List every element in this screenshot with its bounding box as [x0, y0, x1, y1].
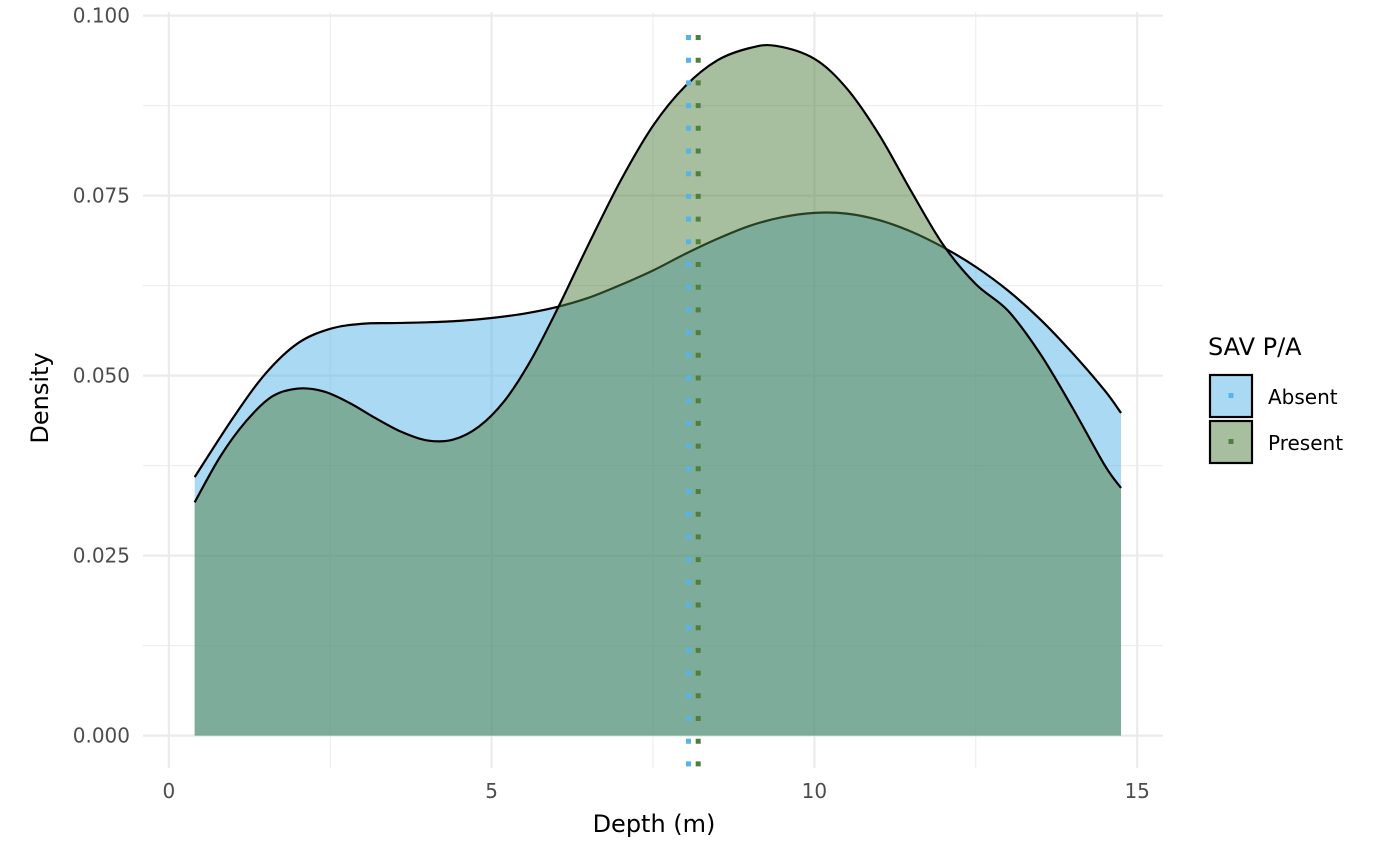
x-tick-label: 5 — [485, 779, 498, 803]
legend-key-present — [1208, 419, 1254, 465]
density-area-present — [194, 45, 1122, 736]
y-tick-label: 0.000 — [73, 724, 130, 748]
x-tick-label: 15 — [1124, 779, 1149, 803]
legend-label-present: Present — [1268, 431, 1343, 455]
x-tick-label: 10 — [802, 779, 827, 803]
legend-item-present: Present — [1208, 419, 1343, 465]
legend-item-absent: Absent — [1208, 373, 1338, 419]
x-tick-label: 0 — [162, 779, 175, 803]
y-axis-ticks: 0.000 0.025 0.050 0.075 0.100 — [73, 4, 130, 748]
x-axis-title: Depth (m) — [593, 810, 716, 838]
legend-label-absent: Absent — [1268, 385, 1338, 409]
density-areas — [193, 43, 1122, 736]
y-tick-label: 0.075 — [73, 184, 130, 208]
mean-lines — [686, 35, 701, 770]
density-line-present — [193, 43, 1122, 503]
legend-items: Absent Present — [1208, 373, 1343, 465]
y-tick-label: 0.025 — [73, 544, 130, 568]
legend-title: SAV P/A — [1208, 333, 1302, 361]
y-tick-label: 0.100 — [73, 4, 130, 28]
legend: SAV P/A Absent Present — [1208, 333, 1343, 465]
x-axis-ticks: 0 5 10 15 — [162, 779, 1149, 803]
y-tick-label: 0.050 — [73, 364, 130, 388]
y-axis-title: Density — [26, 352, 54, 443]
